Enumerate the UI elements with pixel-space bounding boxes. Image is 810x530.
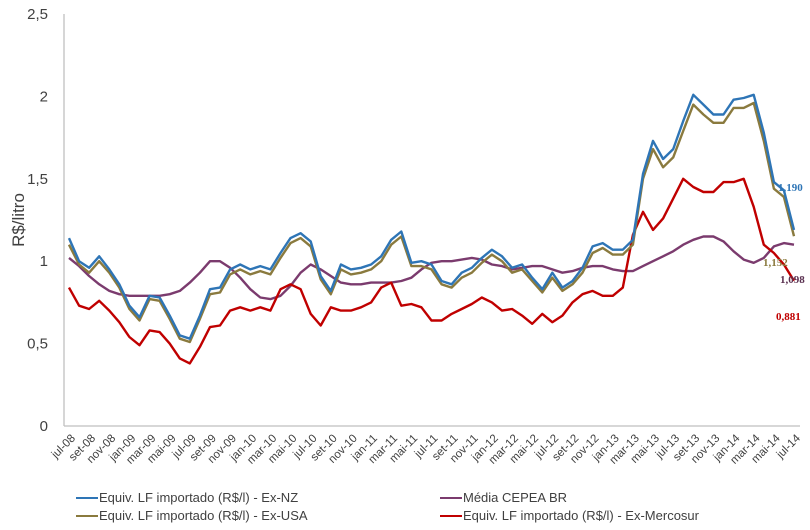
legend-swatch: [440, 514, 462, 517]
legend-label: Equiv. LF importado (R$/l) - Ex-Mercosur: [463, 508, 699, 523]
y-tick-label: 0: [40, 418, 48, 435]
line-chart: R$/litro 0 0,5 1 1,5 2 2,5 jul-08set-08nov-08…: [9, 6, 805, 467]
series-line-2: [67, 101, 796, 344]
legend-item-ex-mercosur: Equiv. LF importado (R$/l) - Ex-Mercosur: [440, 508, 699, 523]
legend-swatch: [440, 496, 462, 499]
y-axis-title: R$/litro: [9, 193, 28, 247]
end-value-label: 1,190: [778, 182, 803, 194]
y-tick-label: 0,5: [27, 336, 48, 353]
series-line-1: [67, 93, 796, 340]
legend-swatch: [76, 514, 98, 517]
series-line-3: [68, 235, 795, 301]
end-labels: 1,190 1,152 1,098 0,881: [763, 182, 805, 323]
end-value-label: 0,881: [776, 311, 801, 323]
legend-swatch: [76, 496, 98, 499]
axes: [63, 14, 800, 427]
x-tick-labels: jul-08set-08nov-08jan-09mar-09mai-09jul-…: [49, 432, 804, 467]
legend-item-ex-nz: Equiv. LF importado (R$/l) - Ex-NZ: [76, 490, 298, 505]
series-line-4: [67, 177, 796, 365]
y-tick-label: 1: [40, 253, 48, 270]
legend-label: Média CEPEA BR: [463, 490, 568, 505]
y-tick-labels: 0 0,5 1 1,5 2 2,5: [27, 6, 48, 435]
y-tick-label: 2: [40, 88, 48, 105]
y-tick-label: 1,5: [27, 171, 48, 188]
legend-label: Equiv. LF importado (R$/l) - Ex-USA: [99, 508, 308, 523]
legend-item-cepea: Média CEPEA BR: [440, 490, 567, 505]
series-lines: [67, 93, 796, 365]
end-value-label: 1,098: [780, 274, 805, 286]
legend-label: Equiv. LF importado (R$/l) - Ex-NZ: [99, 490, 299, 505]
y-tick-label: 2,5: [27, 6, 48, 23]
end-value-label: 1,152: [763, 257, 788, 269]
legend-item-ex-usa: Equiv. LF importado (R$/l) - Ex-USA: [76, 508, 308, 523]
